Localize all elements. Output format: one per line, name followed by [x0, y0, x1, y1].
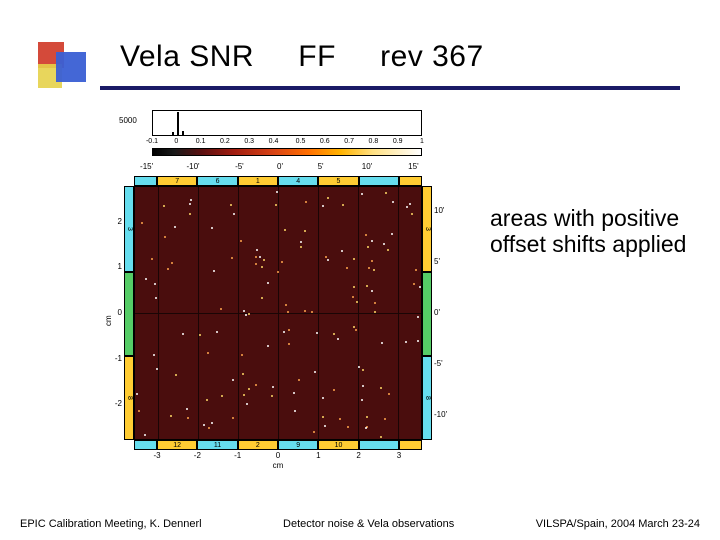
cm-left-label: cm [105, 300, 113, 326]
ccd-frame-right: 38 [422, 186, 432, 440]
detector-figure: 5000 -0.100.10.20.30.40.50.60.70.80.91 -… [90, 108, 442, 468]
slide-title: Vela SNR FF rev 367 [120, 40, 484, 74]
cm-left-axis: cm 210-1-2 [102, 186, 122, 440]
annotation-text: areas with positive offset shifts applie… [490, 205, 690, 258]
hist-y-label: 5000 [119, 117, 137, 125]
footer-right: VILSPA/Spain, 2004 March 23-24 [536, 518, 700, 530]
footer-left: EPIC Calibration Meeting, K. Dennerl [20, 518, 202, 530]
title-part-2: FF [298, 40, 336, 73]
ccd-frame-top: 76145 [134, 176, 422, 186]
cm-bottom-label: cm [273, 462, 284, 470]
title-part-3: rev 367 [380, 40, 484, 73]
title-underline [100, 86, 680, 90]
histogram-strip: 5000 [152, 110, 422, 136]
arcmin-right-axis: 10'5'0'-5'-10' [434, 186, 454, 440]
footer: EPIC Calibration Meeting, K. Dennerl Det… [20, 518, 700, 530]
ccd-frame-left: 38 [124, 186, 134, 440]
detector-panel [134, 186, 422, 440]
title-part-1: Vela SNR [120, 40, 254, 73]
slide-logo [38, 42, 98, 92]
cm-bottom-axis: cm -3-2-10123 [134, 452, 422, 466]
arcmin-top-axis: -15'-10'-5'0'5'10'15' [135, 163, 425, 175]
footer-center: Detector noise & Vela observations [202, 518, 536, 530]
ccd-frame-bottom: 12112910 [134, 440, 422, 450]
histogram-x-ticks: -0.100.10.20.30.40.50.60.70.80.91 [152, 136, 422, 146]
colorbar [152, 148, 422, 156]
